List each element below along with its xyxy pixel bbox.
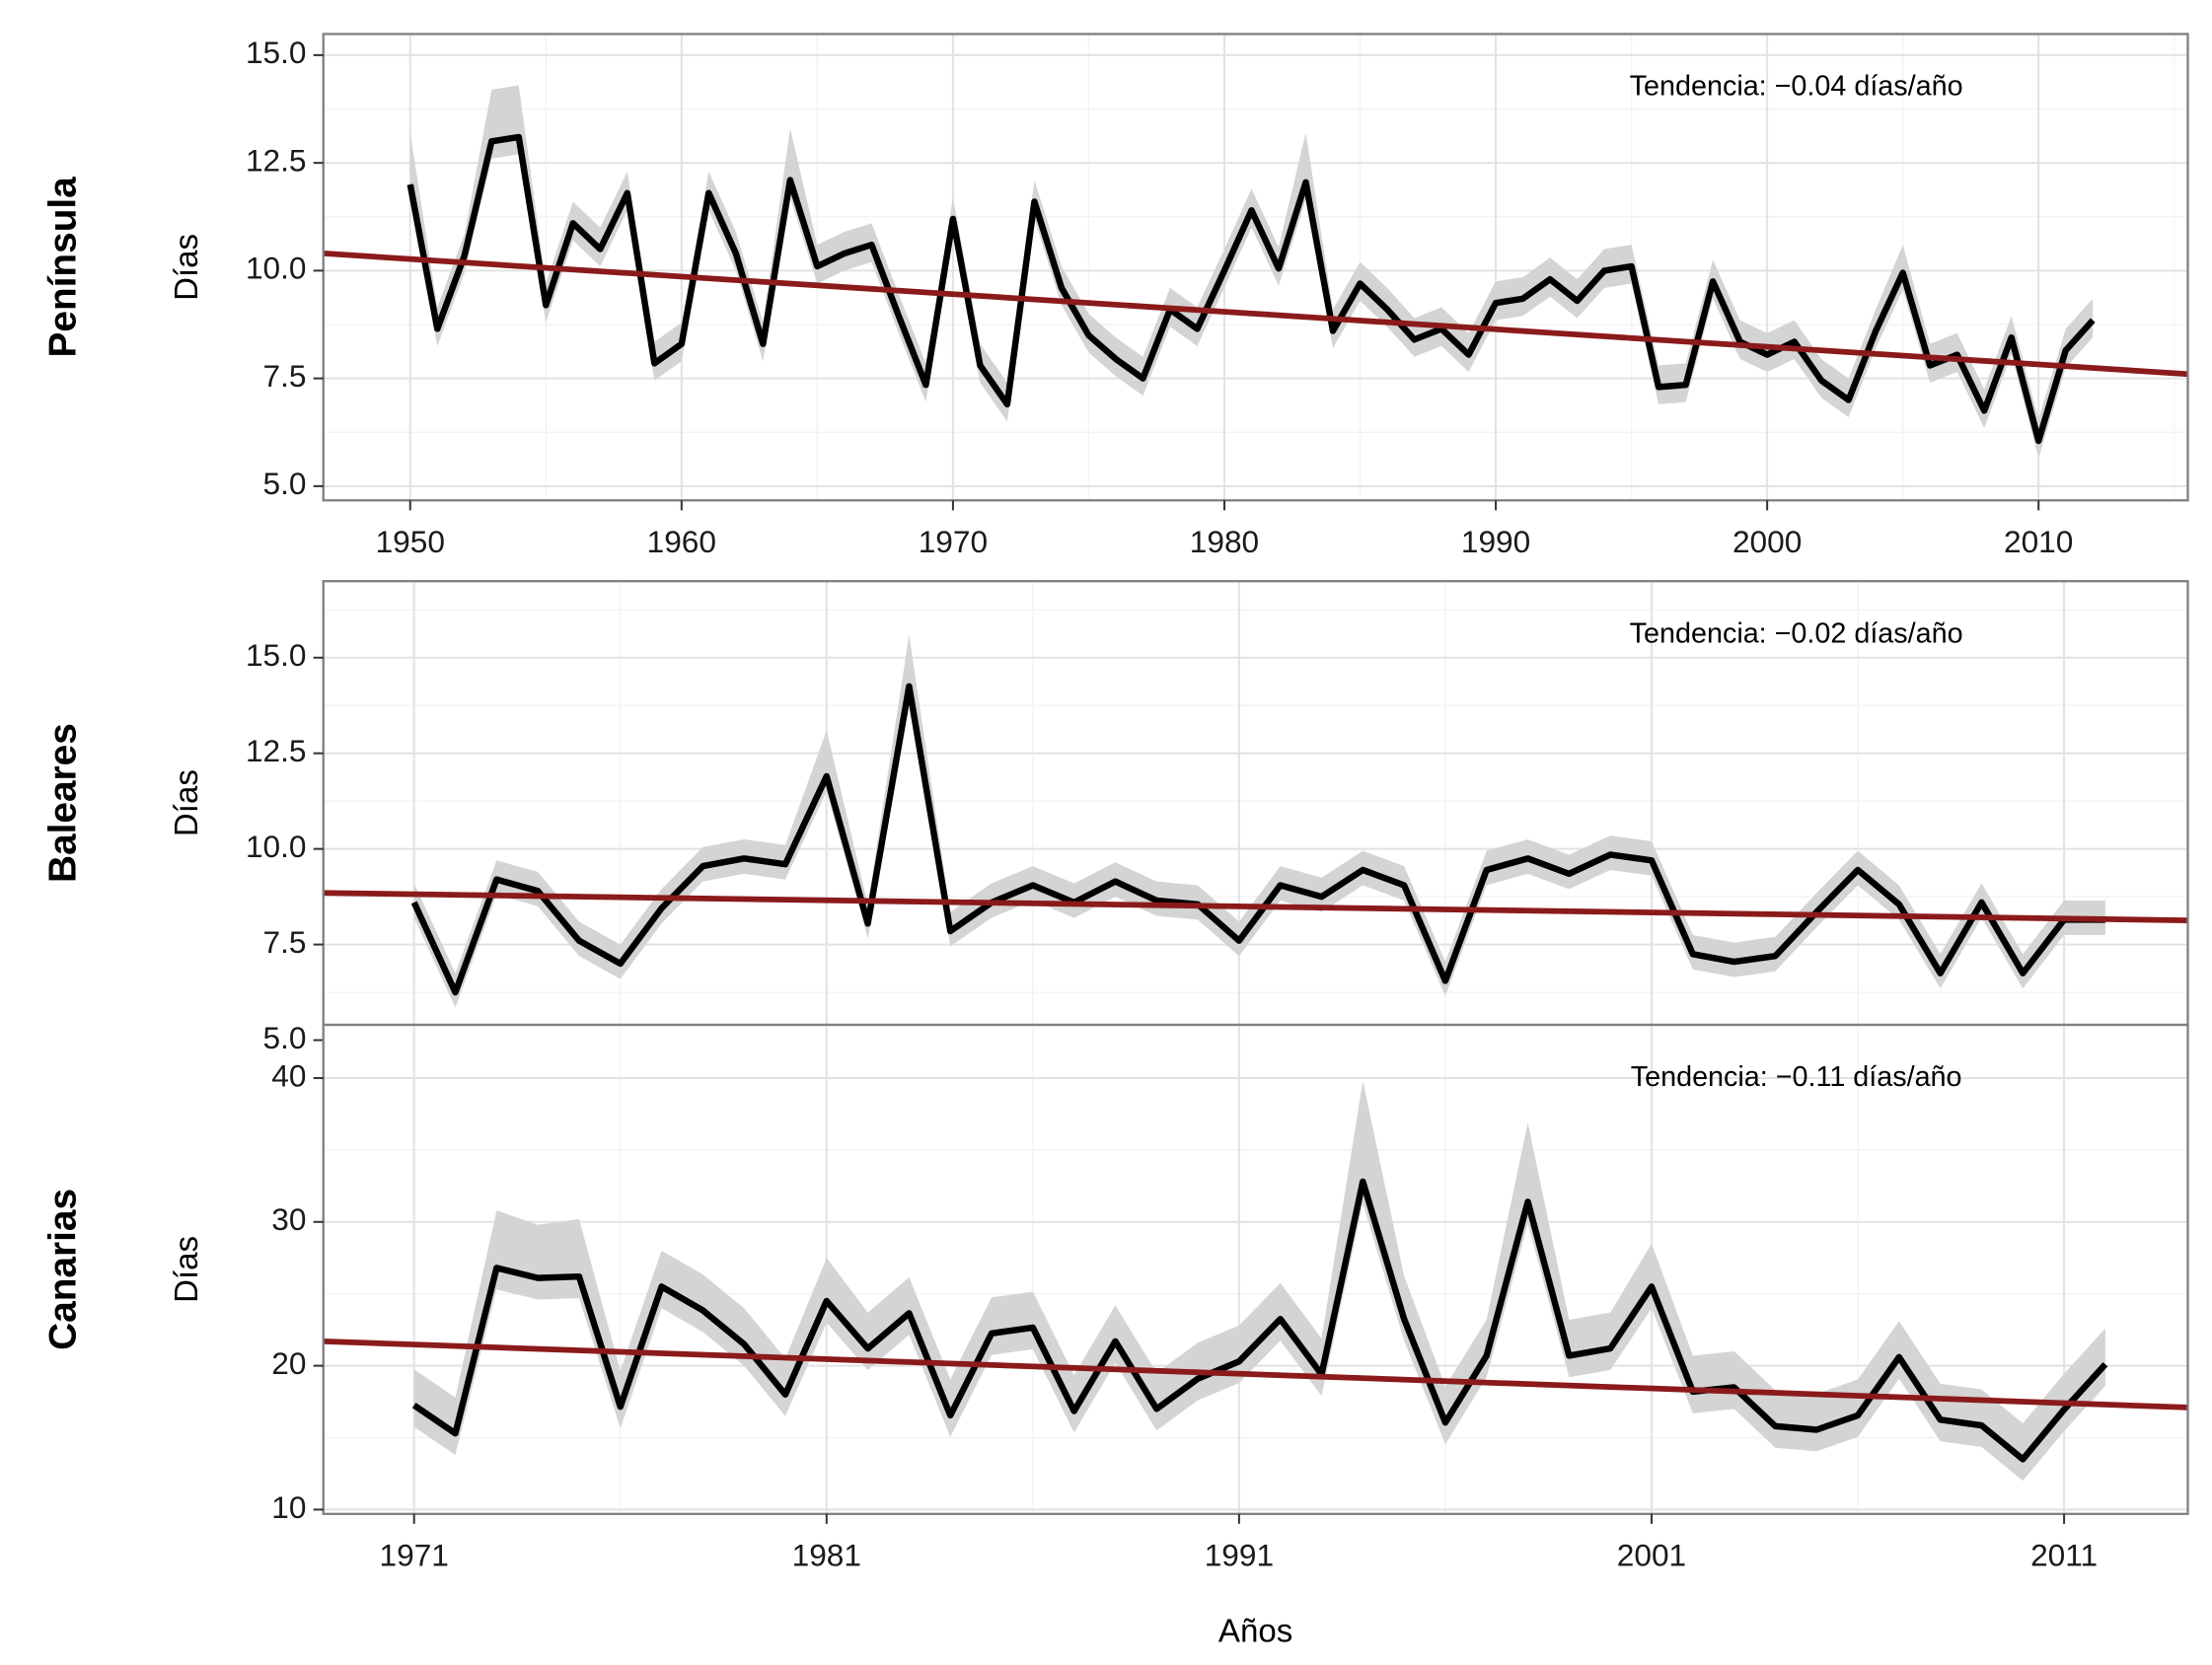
confidence-band <box>409 85 2094 459</box>
x-tick-label: 1990 <box>1461 524 1530 559</box>
y-tick-label: 7.5 <box>263 358 307 394</box>
annotation: Tendencia: −0.02 días/año <box>1630 617 1963 649</box>
plot-area <box>323 34 2188 501</box>
y-tick-label: 15.0 <box>246 35 307 70</box>
x-tick-label: 1970 <box>919 524 988 559</box>
x-tick-label: 1960 <box>647 524 716 559</box>
data-line <box>411 1178 2108 1463</box>
data-line <box>406 133 2096 445</box>
y-tick-label: 10.0 <box>246 251 307 286</box>
y-tick-label: 12.5 <box>246 733 307 768</box>
trend-line <box>323 890 2188 924</box>
panel-border <box>322 1023 2189 1515</box>
panel-border <box>322 33 2189 502</box>
y-tick-label: 30 <box>271 1201 306 1237</box>
y-tick-label: 12.5 <box>246 142 307 178</box>
y-tick-label: 10 <box>271 1489 306 1525</box>
x-axis-label: Años <box>1218 1613 1292 1649</box>
y-tick-label: 5.0 <box>263 466 307 501</box>
trend-line <box>323 251 2188 378</box>
x-tick-label: 2010 <box>2004 524 2073 559</box>
x-tick-label: 2011 <box>2030 1538 2098 1573</box>
annotation: Tendencia: −0.04 días/año <box>1630 71 1963 103</box>
x-tick-label: 2001 <box>1617 1538 1686 1573</box>
y-axis-label: Días <box>169 234 205 301</box>
y-tick-label: 10.0 <box>246 829 307 864</box>
panel-2: 10 20 30 40 1971 1981 1991 2001 2011 Días Canarias… <box>41 1023 2189 1649</box>
plot-area <box>323 581 2188 1026</box>
x-tick-label: 1980 <box>1190 524 1259 559</box>
x-tick-label: 1981 <box>792 1538 861 1573</box>
facet-label: Canarias <box>41 1189 84 1350</box>
trend-line <box>323 1338 2188 1411</box>
y-tick-label: 5.0 <box>263 1020 307 1055</box>
x-tick-label: 1971 <box>380 1538 449 1573</box>
data-line <box>410 683 2105 996</box>
y-axis-label: Días <box>169 769 205 836</box>
panel-background <box>323 34 2188 501</box>
panel-0: 5.0 7.5 10.0 12.5 15.0 1950 1960 1970 1980 1990 20… <box>41 33 2189 559</box>
y-axis-label: Días <box>169 1236 205 1303</box>
panel-background <box>323 1025 2188 1514</box>
confidence-band <box>413 1080 2105 1482</box>
panel-1: 5.0 7.5 10.0 12.5 15.0 Días Baleares Tendencia:… <box>41 580 2189 1055</box>
x-tick-label: 1950 <box>376 524 445 559</box>
facet-label: Península <box>41 177 84 358</box>
y-tick-label: 40 <box>271 1057 306 1093</box>
annotation: Tendencia: −0.11 días/año <box>1631 1061 1962 1093</box>
plot-area <box>323 1025 2188 1514</box>
y-tick-label: 7.5 <box>263 924 307 960</box>
y-tick-label: 20 <box>271 1345 306 1381</box>
y-tick-label: 15.0 <box>246 637 307 673</box>
x-tick-label: 2000 <box>1733 524 1802 559</box>
x-tick-label: 1991 <box>1205 1538 1274 1573</box>
facet-label: Baleares <box>41 723 84 883</box>
